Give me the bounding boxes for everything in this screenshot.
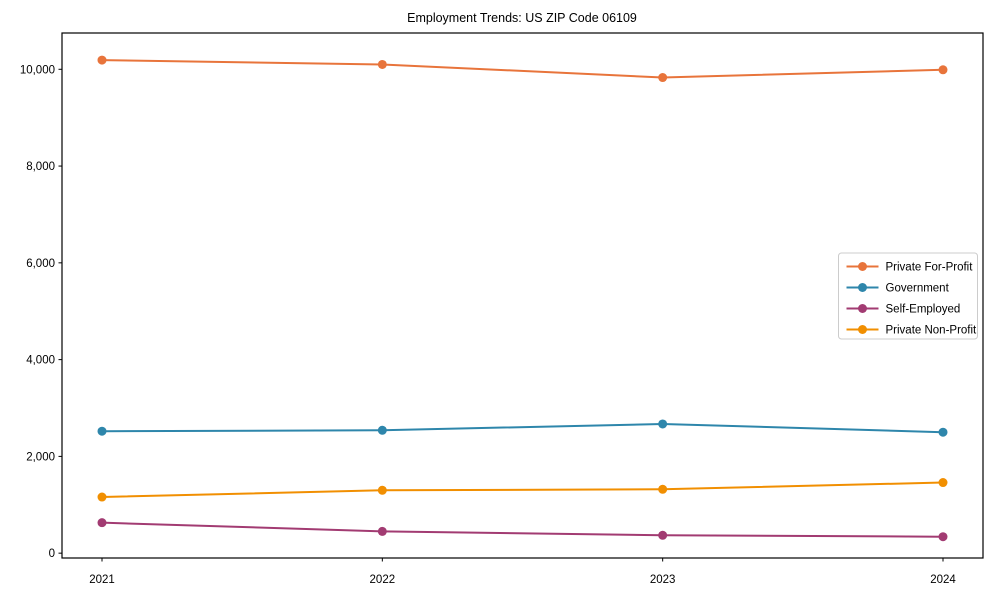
legend-marker-icon: [858, 262, 867, 271]
legend-marker-icon: [858, 304, 867, 313]
y-axis-tick-label: 6,000: [26, 258, 55, 270]
x-axis-tick-label: 2021: [89, 574, 115, 586]
legend-label: Government: [886, 283, 950, 295]
series-line-2: [101, 521, 944, 538]
data-point-marker: [97, 492, 107, 502]
data-point-marker: [97, 426, 107, 436]
data-point-marker: [658, 484, 668, 494]
legend-box: [838, 252, 978, 340]
y-axis-tick-label: 0: [49, 548, 55, 560]
data-point-marker: [658, 73, 668, 83]
y-axis-tick-label: 10,000: [20, 64, 55, 76]
legend-marker-icon: [858, 325, 867, 334]
y-axis-tick-label: 8,000: [26, 161, 55, 173]
x-axis-tick-label: 2022: [370, 574, 396, 586]
x-axis-tick-label: 2023: [650, 574, 676, 586]
plot-area: [61, 32, 984, 559]
chart-title: Employment Trends: US ZIP Code 06109: [407, 11, 637, 25]
data-point-marker: [658, 530, 668, 540]
series-line-3: [101, 481, 944, 499]
data-point-marker: [938, 478, 948, 488]
legend-label: Self-Employed: [886, 304, 961, 316]
legend-label: Private Non-Profit: [886, 325, 978, 337]
series-line-0: [101, 59, 944, 79]
y-axis-tick-label: 4,000: [26, 355, 55, 367]
data-point-marker: [377, 526, 387, 536]
data-point-marker: [938, 65, 948, 75]
series-line-1: [101, 422, 944, 434]
data-point-marker: [377, 59, 387, 69]
legend-label: Private For-Profit: [886, 262, 974, 274]
data-point-marker: [938, 427, 948, 437]
y-axis-tick-label: 2,000: [26, 451, 55, 463]
data-point-marker: [377, 485, 387, 495]
data-point-marker: [938, 532, 948, 542]
plot-group: 0 2,000 4,000 6,000 8,000 10,000 2021 2022 2023 2…: [20, 32, 984, 586]
legend: Private For-Profit Government Self-Employe…: [838, 252, 978, 340]
data-point-marker: [377, 425, 387, 435]
data-point-marker: [658, 419, 668, 429]
data-point-marker: [97, 55, 107, 65]
legend-marker-icon: [858, 283, 867, 292]
x-axis-tick-label: 2024: [930, 574, 956, 586]
data-point-marker: [97, 518, 107, 528]
